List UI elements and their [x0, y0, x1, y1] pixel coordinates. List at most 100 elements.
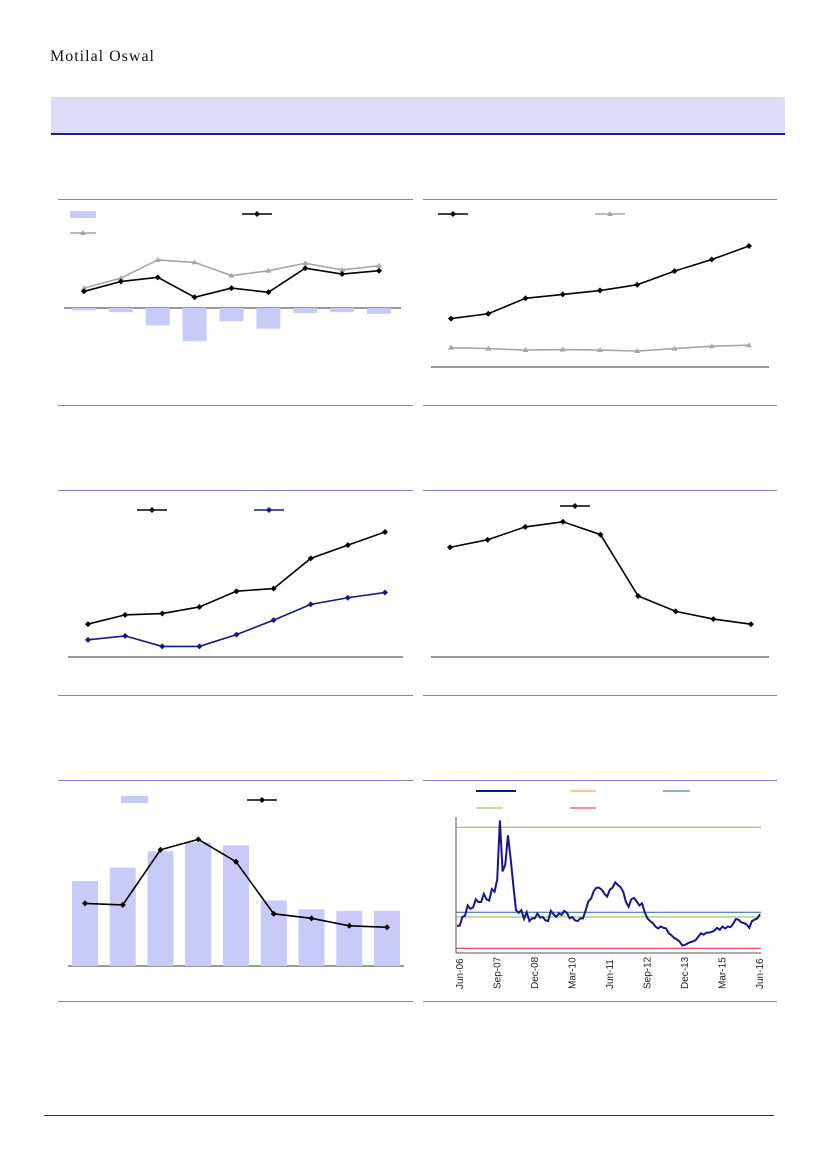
gray-series-point-5 — [634, 348, 641, 354]
x-tick-label-8: Jun-16 — [755, 958, 766, 989]
x-tick-label-5: Sep-12 — [643, 956, 654, 989]
gray-series-point-1 — [485, 345, 492, 351]
black-series-point-5 — [270, 585, 277, 592]
black-series-point-0 — [82, 900, 88, 907]
navy-series-point-7 — [344, 594, 351, 601]
legend-navy-marker — [266, 507, 272, 513]
gray-series-point-1 — [117, 275, 124, 281]
bar-8 — [367, 308, 391, 314]
black-series-point-6 — [671, 268, 678, 275]
black-series-point-5 — [270, 910, 277, 917]
chart-3 — [68, 507, 403, 658]
legend-black-marker — [149, 507, 155, 513]
rule-left-4 — [58, 695, 413, 696]
gray-series-point-0 — [448, 344, 454, 350]
footer-rule — [44, 1115, 774, 1116]
chart-5 — [68, 796, 404, 967]
x-tick-label-1: Sep-07 — [493, 956, 504, 989]
bar-3 — [185, 842, 212, 966]
black-series-point-7 — [339, 271, 346, 278]
x-tick-label-0: Jun-06 — [455, 958, 466, 989]
rule-left-5 — [58, 780, 413, 781]
bar-0 — [72, 308, 96, 311]
black-series-point-1 — [119, 901, 126, 908]
gray-series-point-7 — [708, 343, 715, 349]
gray-series-point-4 — [228, 272, 235, 278]
chart-6: Jun-06 Sep-07 Dec-08 Mar-10 Jun-11 Sep-12 Dec-… — [455, 790, 766, 989]
rule-right-2 — [423, 405, 777, 406]
rule-left-2 — [58, 405, 413, 406]
black-series-point-6 — [307, 555, 314, 562]
black-series-point-5 — [635, 593, 642, 600]
gray-series-point-3 — [191, 259, 198, 265]
rule-left-6 — [58, 1001, 413, 1002]
gray-series-point-8 — [746, 342, 752, 348]
navy-series-point-3 — [196, 643, 203, 650]
legend-bar-swatch — [70, 211, 96, 218]
black-series-point-7 — [346, 922, 353, 929]
black-series-point-5 — [634, 281, 641, 288]
black-series-point-3 — [559, 291, 566, 298]
gray-series-point-6 — [302, 260, 309, 266]
black-series-point-6 — [308, 915, 315, 922]
black-series-point-0 — [447, 544, 453, 551]
gray-series-point-8 — [376, 262, 382, 268]
black-series-point-2 — [154, 274, 161, 281]
navy-series-point-0 — [85, 636, 91, 643]
bar-6 — [293, 308, 318, 313]
legend-black-marker — [259, 797, 265, 803]
gray-series-point-4 — [597, 347, 603, 353]
gray-series-point-2 — [522, 347, 529, 353]
x-tick-label-4: Jun-11 — [605, 959, 616, 989]
x-tick-label-6: Dec-13 — [680, 956, 691, 989]
bar-0 — [72, 881, 98, 966]
black-series-line — [87, 531, 386, 625]
black-series-point-6 — [672, 608, 679, 615]
navy-series-point-1 — [122, 632, 129, 639]
black-series-point-0 — [81, 288, 87, 295]
black-series-point-4 — [228, 285, 235, 292]
gray-series-point-2 — [154, 256, 161, 262]
rule-right-6 — [423, 1001, 777, 1002]
company-logo: Motilal Oswal — [50, 48, 155, 65]
gray-series-point-0 — [81, 285, 87, 291]
black-series-point-2 — [522, 295, 529, 302]
navy-series-line — [457, 820, 761, 947]
black-series-point-1 — [117, 278, 124, 285]
bar-4 — [219, 308, 244, 322]
bar-8 — [374, 910, 400, 966]
black-series-point-1 — [122, 611, 129, 618]
bar-1 — [108, 308, 133, 313]
black-series-point-3 — [195, 836, 202, 843]
black-series-point-1 — [484, 536, 491, 543]
gray-series-point-3 — [559, 346, 566, 352]
rule-left-1 — [58, 199, 413, 200]
black-series-point-4 — [233, 588, 240, 595]
x-tick-label-2: Dec-08 — [530, 956, 541, 989]
navy-series-point-2 — [159, 643, 166, 650]
black-series-point-7 — [710, 616, 717, 623]
chart-1 — [64, 211, 401, 342]
bar-7 — [336, 910, 363, 966]
black-series-point-6 — [302, 265, 309, 272]
black-series-point-8 — [382, 529, 388, 536]
rule-left-3 — [58, 490, 413, 491]
gray-series-point-5 — [265, 267, 272, 273]
black-series-point-4 — [597, 287, 603, 294]
bar-2 — [145, 308, 170, 326]
black-series-point-7 — [708, 256, 715, 263]
black-series-point-3 — [559, 518, 566, 525]
black-series-point-3 — [196, 603, 203, 610]
chart-2 — [431, 211, 769, 368]
x-tick-label-7: Mar-15 — [718, 957, 729, 989]
legend-black-marker — [572, 503, 578, 509]
rule-right-5 — [423, 780, 777, 781]
legend-gray-marker — [80, 230, 86, 235]
bar-4 — [223, 845, 249, 966]
black-series-point-1 — [485, 310, 492, 317]
navy-series-point-8 — [382, 589, 388, 596]
black-series-point-2 — [159, 610, 166, 617]
black-series-point-5 — [265, 289, 272, 296]
bar-1 — [109, 867, 136, 966]
bar-2 — [147, 851, 174, 966]
